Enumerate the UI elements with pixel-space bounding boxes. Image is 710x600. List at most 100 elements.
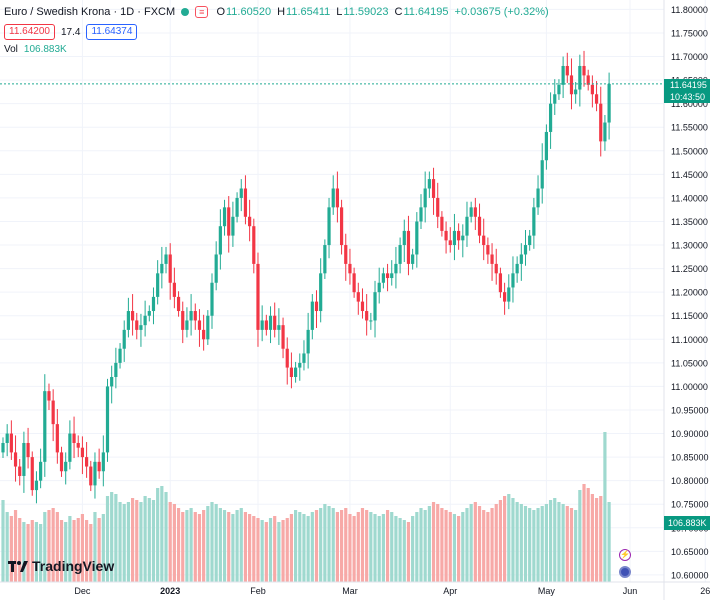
candle-body [13, 452, 18, 467]
volume-bar [323, 504, 327, 582]
volume-bar [5, 512, 9, 582]
candle-body [239, 188, 243, 198]
candle-body [569, 75, 574, 95]
candle-body [557, 84, 561, 95]
volume-bar [339, 510, 344, 582]
go-to-realtime-icon[interactable] [619, 566, 631, 578]
candle-body [436, 197, 440, 217]
volume-bar [377, 516, 381, 582]
lightning-icon[interactable]: ⚡ [619, 549, 631, 561]
volume-bar [494, 504, 498, 582]
candle-body [176, 296, 181, 312]
volume-bar [565, 506, 569, 582]
candle-body [139, 325, 143, 330]
volume-bar [461, 512, 465, 582]
volume-bar [511, 498, 515, 582]
candle-body [26, 442, 30, 458]
volume-bar [122, 504, 126, 582]
volume-bar [252, 516, 256, 582]
volume-bar [427, 506, 431, 582]
candle-body [360, 301, 365, 312]
volume-bar [18, 518, 22, 582]
candle-body [498, 273, 503, 293]
last-price-tag: 11.64195 10:43:50 [664, 79, 710, 103]
volume-bar [256, 518, 260, 582]
candle-body [348, 263, 352, 274]
time-tick-label: 26 [700, 586, 710, 596]
volume-bar [89, 524, 93, 582]
legend-header: Euro / Swedish Krona · 1D · FXCM ≡ O 11.6… [4, 4, 555, 20]
volume-bar [431, 502, 436, 582]
sell-button[interactable]: 11.64200 [4, 24, 55, 40]
candle-body [590, 84, 594, 95]
buy-button[interactable]: 11.64374 [86, 24, 138, 40]
volume-bar [26, 524, 30, 582]
volume-bar [298, 512, 302, 582]
volume-bar [227, 512, 231, 582]
volume-bar [72, 520, 76, 582]
candle-body [47, 391, 51, 401]
close-label: C [394, 6, 403, 18]
candle-body [339, 207, 344, 246]
volume-bar [185, 510, 189, 582]
change-value: +0.03675 (+0.32%) [454, 6, 549, 18]
high-value: 11.65411 [286, 6, 331, 18]
candle-body [398, 245, 402, 264]
price-tick-label: 11.00000 [671, 382, 708, 392]
volume-bar [419, 508, 423, 582]
candle-body [277, 325, 281, 330]
candle-body [411, 254, 415, 264]
candle-body [151, 296, 156, 312]
candle-body [402, 230, 406, 246]
tradingview-logo[interactable]: TradingView [8, 558, 114, 574]
volume-bar [68, 516, 72, 582]
volume-bar [235, 510, 239, 582]
price-tick-label: 11.35000 [671, 217, 708, 227]
volume-bar [172, 504, 176, 582]
volume-bar [477, 506, 482, 582]
bid-ask-row: 11.64200 17.4 11.64374 [4, 24, 138, 40]
open-value: 11.60520 [226, 6, 272, 18]
legend-toggle-icon[interactable]: ≡ [195, 6, 209, 18]
candle-body [89, 466, 93, 486]
candle-body [252, 226, 256, 264]
candle-body [381, 273, 385, 283]
price-tick-label: 10.85000 [671, 453, 709, 463]
volume-bar [574, 510, 578, 582]
volume-bar [181, 512, 185, 582]
candle-body [260, 320, 264, 330]
volume-bar [39, 524, 43, 582]
candle-body [490, 254, 494, 264]
candle-body [565, 65, 569, 76]
volume-bar [289, 514, 294, 582]
candle-body [147, 311, 151, 316]
volume-bar [444, 510, 448, 582]
volume-bar [139, 502, 143, 582]
candle-body [452, 230, 457, 246]
candle-body [607, 83, 611, 123]
candle-body [231, 216, 235, 236]
volume-bar [390, 512, 394, 582]
candle-body [85, 457, 89, 467]
volume-bar [469, 504, 473, 582]
volume-bar [260, 520, 264, 582]
volume-bar [222, 510, 227, 582]
volume-bar [532, 510, 536, 582]
volume-bar [264, 522, 268, 582]
volume-bar [101, 514, 105, 582]
candle-body [406, 230, 411, 264]
volume-bar [352, 516, 356, 582]
volume-bar [578, 490, 582, 582]
symbol-title[interactable]: Euro / Swedish Krona · 1D · FXCM [4, 6, 176, 18]
high-label: H [277, 6, 286, 18]
volume-bar [519, 504, 523, 582]
volume-bar [528, 508, 532, 582]
volume-bars [1, 432, 611, 582]
volume-bar [143, 496, 147, 582]
candle-body [189, 311, 193, 321]
volume-bar [381, 514, 385, 582]
candle-body [385, 273, 390, 279]
candle-body [507, 287, 511, 302]
volume-bar [394, 516, 398, 582]
